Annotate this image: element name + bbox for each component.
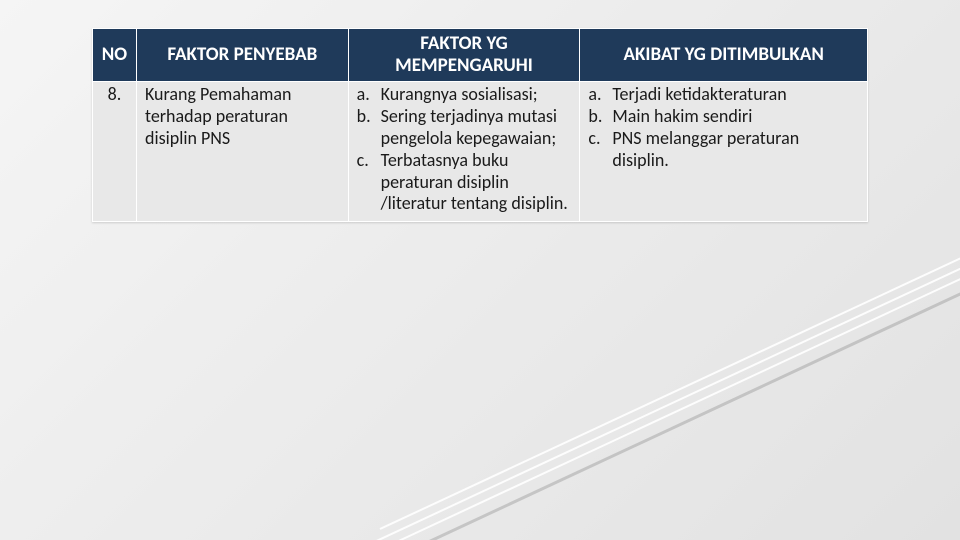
list-item: Terbatasnya buku peraturan disiplin /lit… (381, 150, 572, 216)
table-header-row: NO FAKTOR PENYEBAB FAKTOR YG MEMPENGARUH… (93, 29, 868, 82)
col-header-no: NO (93, 29, 137, 82)
cell-faktor-mempengaruhi: Kurangnya sosialisasi; Sering terjadinya… (348, 81, 580, 222)
cell-faktor-penyebab: Kurang Pemahaman terhadap peraturan disi… (136, 81, 348, 222)
col-header-faktor-mempengaruhi: FAKTOR YG MEMPENGARUHI (348, 29, 580, 82)
content-table: NO FAKTOR PENYEBAB FAKTOR YG MEMPENGARUH… (92, 28, 868, 222)
col-header-faktor-penyebab: FAKTOR PENYEBAB (136, 29, 348, 82)
table-row: 8. Kurang Pemahaman terhadap peraturan d… (93, 81, 868, 222)
list-item: Main hakim sendiri (612, 106, 859, 128)
list-item: PNS melanggar peraturan disiplin. (612, 128, 859, 172)
cell-no: 8. (93, 81, 137, 222)
list-item: Kurangnya sosialisasi; (381, 84, 572, 106)
cell-akibat: Terjadi ketidakteraturan Main hakim send… (580, 81, 868, 222)
col-header-akibat: AKIBAT YG DITIMBULKAN (580, 29, 868, 82)
list-item: Terjadi ketidakteraturan (612, 84, 859, 106)
list-item: Sering terjadinya mutasi pengelola kepeg… (381, 106, 572, 150)
